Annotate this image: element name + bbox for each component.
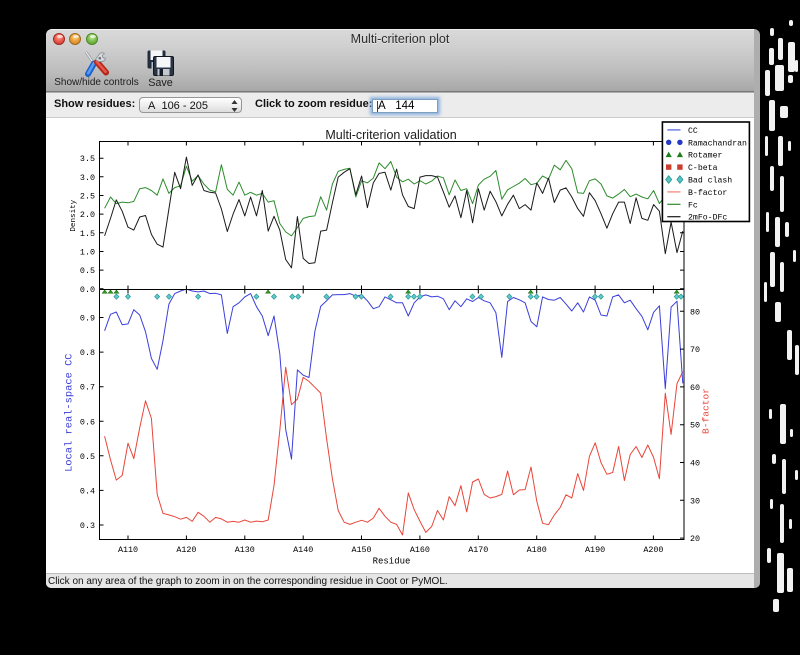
svg-text:A150: A150 [351,545,371,555]
svg-text:1.5: 1.5 [80,229,95,239]
svg-text:Rotamer: Rotamer [688,152,722,161]
svg-text:60: 60 [690,383,700,393]
svg-text:40: 40 [690,459,700,469]
svg-text:3.0: 3.0 [80,173,95,183]
svg-text:20: 20 [690,534,700,544]
svg-text:1.0: 1.0 [80,248,95,258]
svg-text:Density: Density [70,199,78,231]
svg-text:0.9: 0.9 [80,314,95,324]
svg-text:Multi-criterion validation: Multi-criterion validation [325,128,456,142]
svg-text:B-factor: B-factor [701,388,712,434]
svg-text:0.6: 0.6 [80,417,95,427]
svg-text:A190: A190 [585,545,605,555]
svg-text:Bad clash: Bad clash [688,176,732,186]
svg-text:0.5: 0.5 [80,452,95,462]
svg-text:A160: A160 [410,545,430,555]
svg-text:Ramachandran: Ramachandran [688,138,747,148]
svg-text:0.7: 0.7 [80,383,95,393]
svg-text:0.8: 0.8 [80,348,95,358]
svg-text:A140: A140 [293,545,313,555]
svg-text:CC: CC [688,127,698,136]
svg-text:A120: A120 [176,545,196,555]
svg-text:3.5: 3.5 [80,154,95,164]
svg-text:Residue: Residue [373,557,411,567]
svg-text:80: 80 [690,307,700,317]
svg-text:A110: A110 [118,545,138,555]
svg-text:50: 50 [690,421,700,431]
svg-text:A200: A200 [643,545,663,555]
svg-text:2.5: 2.5 [80,192,95,202]
svg-text:0.4: 0.4 [80,486,95,496]
svg-text:2.0: 2.0 [80,210,95,220]
svg-text:70: 70 [690,345,700,355]
svg-text:A170: A170 [468,545,488,555]
svg-text:A180: A180 [527,545,547,555]
svg-text:A130: A130 [235,545,255,555]
svg-text:B-factor: B-factor [688,188,727,198]
svg-text:30: 30 [690,496,700,506]
svg-text:2mFo-DFc: 2mFo-DFc [688,214,727,223]
svg-text:0.5: 0.5 [80,266,95,276]
svg-text:Local real-space CC: Local real-space CC [63,353,75,471]
svg-text:C-beta: C-beta [688,163,718,173]
svg-text:Fc: Fc [688,201,698,210]
svg-text:0.3: 0.3 [80,521,95,531]
svg-text:0.0: 0.0 [80,285,95,295]
